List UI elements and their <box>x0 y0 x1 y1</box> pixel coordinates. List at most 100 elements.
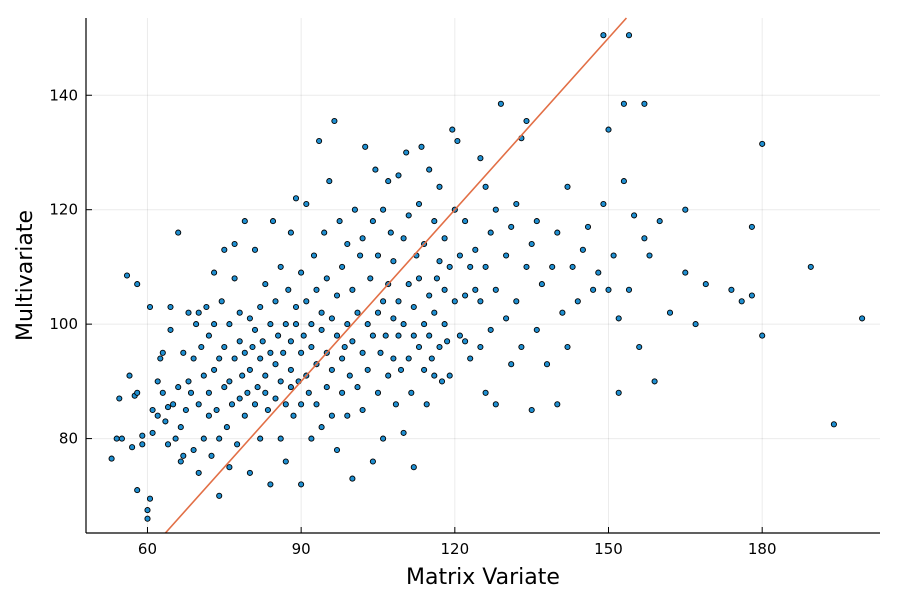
data-point <box>216 492 223 499</box>
data-point <box>346 372 353 379</box>
data-point <box>467 263 474 270</box>
data-point <box>251 246 259 253</box>
data-point <box>426 166 433 173</box>
data-point <box>298 481 305 488</box>
data-point <box>559 309 566 316</box>
data-point <box>403 149 410 156</box>
x-tick-label: 120 <box>441 540 470 558</box>
data-point <box>357 252 364 259</box>
data-point <box>303 200 310 208</box>
x-tick-label: 180 <box>748 540 777 558</box>
data-point <box>226 378 233 385</box>
data-point <box>282 401 289 408</box>
data-point <box>251 401 259 408</box>
data-point <box>310 252 318 259</box>
data-point <box>415 200 423 208</box>
data-point <box>554 401 561 408</box>
data-point <box>615 315 622 322</box>
data-point <box>277 263 284 270</box>
data-point <box>339 389 346 396</box>
data-point <box>590 286 597 293</box>
data-point <box>321 229 328 236</box>
data-point <box>208 452 215 459</box>
data-point <box>172 435 179 442</box>
data-point <box>431 309 438 316</box>
data-point <box>190 355 197 362</box>
data-point <box>728 286 735 293</box>
data-point <box>113 435 120 442</box>
data-point <box>380 206 387 213</box>
data-point <box>518 343 525 351</box>
data-point <box>328 412 335 419</box>
data-point <box>231 275 238 282</box>
data-point <box>154 412 161 419</box>
data-point <box>533 326 540 333</box>
data-point <box>354 309 361 316</box>
data-point <box>367 275 374 282</box>
data-point <box>205 412 212 419</box>
data-point <box>503 252 510 259</box>
data-point <box>390 258 397 265</box>
data-point <box>134 487 141 494</box>
data-point <box>144 507 151 514</box>
data-point <box>477 155 484 162</box>
data-point <box>231 355 238 362</box>
data-point <box>267 349 274 356</box>
data-point <box>369 218 376 225</box>
data-point <box>205 332 212 339</box>
data-point <box>277 378 284 385</box>
data-point <box>298 349 305 356</box>
data-point <box>257 303 264 311</box>
data-point <box>538 281 545 288</box>
data-point <box>200 435 207 442</box>
data-point <box>600 200 607 208</box>
data-point <box>392 401 399 408</box>
data-point <box>359 235 366 242</box>
data-point <box>272 298 279 305</box>
data-point <box>508 361 515 368</box>
data-point <box>410 464 417 471</box>
data-point <box>177 458 184 465</box>
data-point <box>579 246 586 253</box>
data-point <box>326 178 333 185</box>
data-point <box>344 240 351 248</box>
data-point <box>287 366 294 373</box>
data-point <box>344 321 351 328</box>
y-tick-label: 120 <box>49 201 78 219</box>
data-point <box>390 355 397 362</box>
scatter-points <box>108 32 866 522</box>
data-point <box>513 298 520 305</box>
data-point <box>390 315 397 322</box>
data-point <box>625 286 633 293</box>
data-point <box>426 332 433 339</box>
data-point <box>349 286 356 293</box>
data-point <box>456 252 463 259</box>
data-point <box>421 321 428 328</box>
data-point <box>164 404 172 411</box>
data-point <box>308 321 315 328</box>
reference-line-group <box>164 17 628 534</box>
data-point <box>262 372 269 379</box>
data-point <box>195 401 202 408</box>
data-point <box>313 286 320 293</box>
data-point <box>162 418 169 425</box>
data-point <box>477 343 484 351</box>
data-point <box>203 303 210 311</box>
data-point <box>421 366 428 373</box>
data-point <box>246 315 253 322</box>
data-point <box>615 389 622 396</box>
data-point <box>339 263 346 270</box>
data-point <box>262 281 269 288</box>
data-point <box>344 412 351 419</box>
data-point <box>282 458 289 465</box>
data-point <box>139 441 146 448</box>
data-point <box>290 412 297 419</box>
data-point <box>216 435 223 442</box>
data-point <box>492 206 499 213</box>
data-point <box>482 389 489 396</box>
data-point <box>830 421 837 428</box>
data-point <box>298 269 305 276</box>
data-point <box>610 252 617 259</box>
data-point <box>257 355 264 362</box>
